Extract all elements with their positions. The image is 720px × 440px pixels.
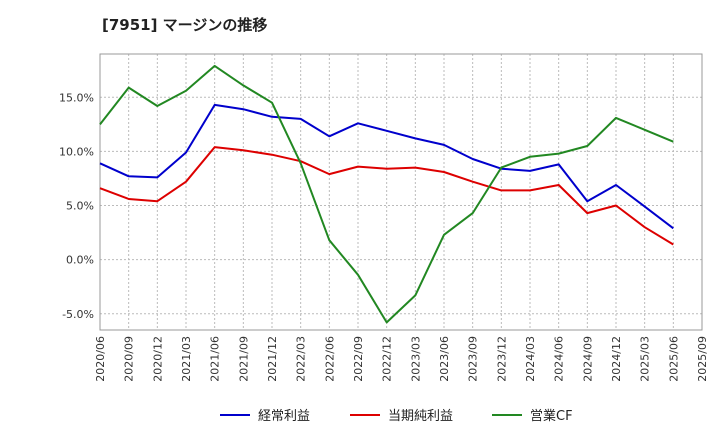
legend-label: 当期純利益 [388,409,453,424]
x-tick-label: 2024/09 [581,336,594,382]
y-tick-label: 5.0% [66,200,94,213]
x-tick-label: 2020/09 [123,336,136,382]
x-tick-label: 2024/03 [524,336,537,382]
x-tick-label: 2025/06 [667,336,680,382]
series-line [99,146,674,246]
x-tick-label: 2021/12 [266,336,279,382]
x-tick-label: 2022/12 [381,336,394,382]
x-tick-label: 2025/09 [696,336,709,382]
x-tick-label: 2021/09 [237,336,250,382]
plot-area-frame [99,53,703,331]
series-line [99,103,674,230]
x-tick-label: 2024/12 [610,336,623,382]
x-tick-label: 2024/06 [553,336,566,382]
x-tick-label: 2022/09 [352,336,365,382]
x-tick-label: 2023/12 [495,336,508,382]
x-tick-label: 2023/09 [467,336,480,382]
y-tick-label: 15.0% [59,91,94,104]
x-tick-label: 2021/03 [180,336,193,382]
y-tick-label: 10.0% [59,145,94,158]
x-tick-label: 2023/06 [438,336,451,382]
series-line [99,64,674,324]
x-tick-label: 2022/03 [295,336,308,382]
x-tick-label: 2020/06 [94,336,107,382]
x-tick-label: 2020/12 [151,336,164,382]
chart-title: [7951] マージンの推移 [102,16,268,34]
legend-label: 経常利益 [258,409,310,424]
y-tick-label: -5.0% [62,308,94,321]
x-tick-label: 2022/06 [323,336,336,382]
x-tick-label: 2025/03 [639,336,652,382]
x-tick-label: 2021/06 [209,336,222,382]
y-tick-label: 0.0% [66,254,94,267]
legend-label: 営業CF [530,408,573,424]
x-tick-label: 2023/03 [409,336,422,382]
